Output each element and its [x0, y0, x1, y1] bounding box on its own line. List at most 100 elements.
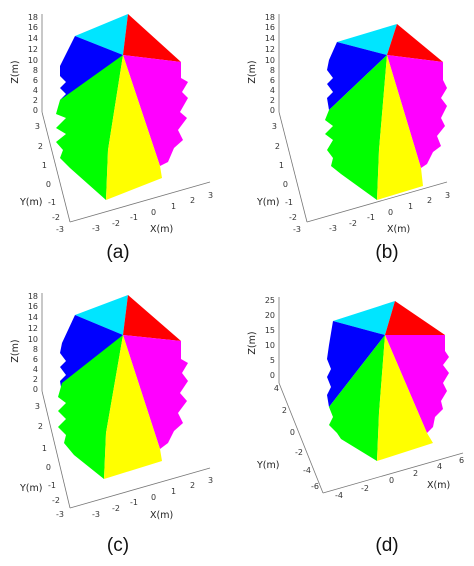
roof-cyan-face	[337, 24, 397, 55]
y-tick: -4	[303, 466, 311, 475]
x-tick: 3	[208, 191, 213, 200]
x-tick: -1	[130, 213, 138, 222]
y-tick: 0	[283, 180, 288, 189]
x-axis-ticks: -3 -2 -1 0 1 2 3	[329, 191, 450, 233]
z-tick: 5	[270, 356, 275, 365]
z-axis-ticks: 25 20 15 10 5 0	[265, 296, 275, 380]
z-tick: 10	[28, 56, 38, 65]
x-tick: 3	[208, 476, 213, 485]
z-tick: 8	[270, 66, 275, 75]
x-axis-label: X(m)	[387, 224, 410, 235]
y-tick: -1	[48, 198, 56, 207]
z-tick: 4	[270, 86, 275, 95]
x-tick: 2	[413, 469, 418, 478]
panel-c: 18 16 14 12 10 8 6 4 2 0 Z(m) 3 2 1 0 -1…	[0, 283, 237, 566]
roof-red-face	[123, 295, 181, 341]
y-tick: 3	[35, 122, 40, 131]
z-axis-label: Z(m)	[247, 331, 258, 354]
building-plot-c: 18 16 14 12 10 8 6 4 2 0 Z(m) 3 2 1 0 -1…	[10, 292, 213, 521]
z-tick: 16	[28, 23, 38, 32]
z-tick: 0	[270, 106, 275, 115]
roof-magenta-face	[387, 55, 447, 168]
z-tick: 10	[265, 56, 275, 65]
y-tick: -1	[48, 481, 56, 490]
x-tick: 1	[171, 202, 176, 211]
z-axis-ticks: 18 16 14 12 10 8 6 4 2 0	[28, 292, 38, 394]
wall-yellow-face	[104, 335, 162, 479]
z-tick: 12	[28, 324, 38, 333]
roof-red-face	[385, 301, 445, 335]
panel-caption: (c)	[106, 535, 130, 556]
z-tick: 18	[265, 13, 275, 22]
y-tick: 1	[42, 444, 47, 453]
building-model	[58, 295, 188, 479]
x-tick: -1	[130, 498, 138, 507]
z-tick: 6	[270, 76, 275, 85]
y-tick: 1	[42, 161, 47, 170]
wall-green-face	[329, 335, 385, 461]
wall-green-face	[58, 335, 123, 479]
y-axis-label: Y(m)	[256, 197, 279, 208]
x-tick: 2	[190, 196, 195, 205]
y-tick: 2	[275, 142, 280, 151]
roof-magenta-face	[123, 335, 188, 449]
y-tick: 0	[290, 428, 295, 437]
y-tick: 0	[46, 180, 51, 189]
z-tick: 15	[265, 326, 275, 335]
x-tick: -3	[92, 224, 100, 233]
z-tick: 14	[28, 34, 38, 43]
x-tick: 3	[445, 191, 450, 200]
z-tick: 2	[33, 96, 38, 105]
z-tick: 18	[28, 13, 38, 22]
z-tick: 8	[33, 345, 38, 354]
wall-green-face	[325, 55, 387, 200]
z-tick: 8	[33, 66, 38, 75]
x-tick: 0	[151, 208, 156, 217]
roof-magenta-face	[385, 335, 449, 433]
x-tick: 4	[437, 462, 442, 471]
z-tick: 18	[28, 292, 38, 301]
x-tick: 1	[171, 487, 176, 496]
roof-blue-face	[327, 321, 385, 407]
x-tick: -2	[349, 219, 357, 228]
y-tick: -2	[52, 496, 60, 505]
building-model	[56, 14, 188, 200]
y-tick: 3	[272, 122, 277, 131]
x-tick: 0	[151, 493, 156, 502]
y-tick: -2	[295, 448, 303, 457]
y-tick: 2	[38, 422, 43, 431]
roof-red-face	[387, 24, 443, 62]
x-axis-ticks: -3 -2 -1 0 1 2 3	[92, 476, 213, 519]
roof-cyan-face	[75, 295, 128, 335]
y-axis-ticks: 3 2 1 0 -1 -2 -3	[272, 122, 301, 234]
x-tick: 2	[190, 481, 195, 490]
x-axis-ticks: -3 -2 -1 0 1 2 3	[92, 191, 213, 233]
z-tick: 6	[33, 76, 38, 85]
z-tick: 20	[265, 311, 275, 320]
y-tick: 2	[38, 142, 43, 151]
roof-red-face	[123, 14, 181, 62]
y-tick: -3	[56, 225, 64, 234]
building-plot-b: 18 16 14 12 10 8 6 4 2 0 Z(m) 3 2 1 0 -1…	[247, 13, 450, 235]
y-tick: -2	[52, 213, 60, 222]
x-tick: -3	[329, 224, 337, 233]
x-tick: 1	[408, 202, 413, 211]
y-tick: -1	[285, 198, 293, 207]
wall-yellow-face	[377, 55, 423, 200]
y-tick: 0	[46, 463, 51, 472]
x-tick: -1	[367, 213, 375, 222]
z-tick: 0	[270, 371, 275, 380]
x-tick: 0	[388, 208, 393, 217]
x-tick: -3	[92, 510, 100, 519]
panel-d: 25 20 15 10 5 0 Z(m) 4 2 0 -2 -4 -6 Y(m)…	[237, 283, 474, 566]
z-axis-ticks: 18 16 14 12 10 8 6 4 2 0	[265, 13, 275, 115]
z-tick: 16	[28, 302, 38, 311]
building-model	[327, 301, 449, 461]
x-axis-ticks: -4 -2 0 2 4 6	[335, 456, 464, 500]
y-tick: -2	[289, 213, 297, 222]
y-axis-label: Y(m)	[19, 197, 42, 208]
building-plot-a: 18 16 14 12 10 8 6 4 2 0 Z(m) 3 2 1 0 -1…	[10, 13, 213, 235]
y-tick: -3	[56, 510, 64, 519]
y-tick: -6	[311, 482, 319, 491]
x-axis-label: X(m)	[150, 224, 173, 235]
